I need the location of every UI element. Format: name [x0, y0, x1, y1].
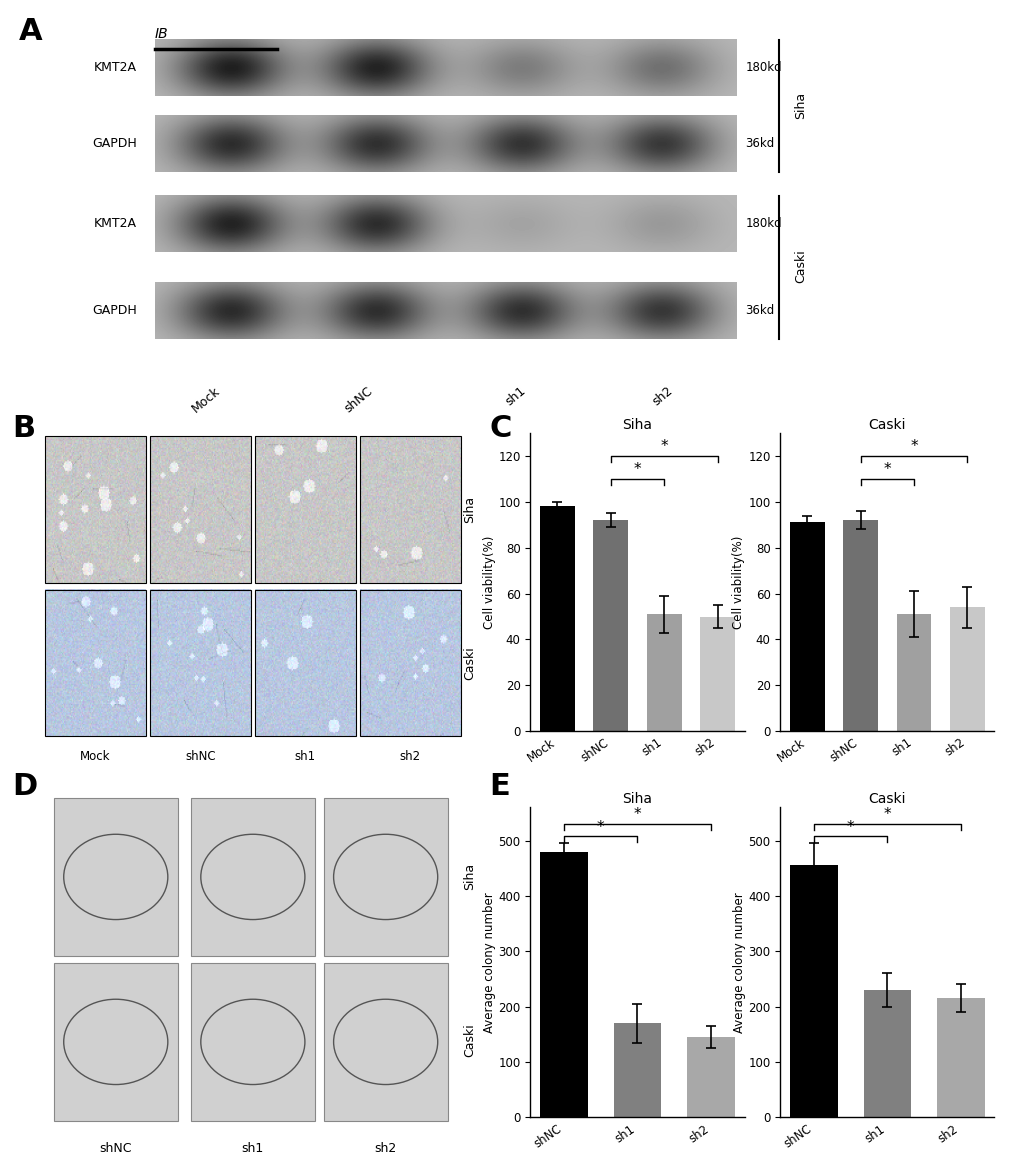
Title: Siha: Siha: [622, 418, 652, 432]
Bar: [540, 507, 575, 731]
Text: *: *: [882, 462, 891, 477]
Text: 180kd: 180kd: [745, 218, 782, 230]
Text: Mock: Mock: [189, 384, 222, 415]
Bar: [687, 1037, 734, 1117]
Bar: [360, 436, 461, 583]
Text: *: *: [633, 807, 641, 823]
Text: *: *: [882, 807, 891, 823]
Bar: [790, 522, 824, 731]
Text: Siha: Siha: [463, 496, 475, 523]
Bar: [699, 617, 734, 731]
Text: sh2: sh2: [374, 1142, 396, 1155]
Bar: [255, 436, 356, 583]
Text: *: *: [659, 440, 667, 454]
Bar: [540, 852, 587, 1117]
Bar: [54, 963, 177, 1121]
Text: Siha: Siha: [794, 91, 807, 118]
Text: Caski: Caski: [794, 249, 807, 283]
Text: *: *: [633, 462, 641, 477]
Text: *: *: [846, 819, 854, 834]
Text: 36kd: 36kd: [745, 304, 774, 317]
Bar: [593, 521, 628, 731]
Bar: [843, 521, 877, 731]
Text: Caski: Caski: [463, 1024, 475, 1057]
Title: Siha: Siha: [622, 792, 652, 806]
Bar: [54, 798, 177, 956]
Text: sh1: sh1: [294, 750, 316, 763]
Text: D: D: [12, 772, 38, 801]
Text: GAPDH: GAPDH: [92, 138, 137, 151]
Text: Caski: Caski: [463, 646, 475, 680]
Bar: [896, 614, 930, 731]
Text: 36kd: 36kd: [745, 138, 774, 151]
Bar: [949, 607, 983, 731]
Bar: [45, 590, 146, 736]
Bar: [323, 798, 447, 956]
Bar: [936, 998, 983, 1117]
Bar: [790, 866, 837, 1117]
Bar: [360, 590, 461, 736]
Text: A: A: [18, 18, 42, 47]
Y-axis label: Cell viability(%): Cell viability(%): [732, 536, 745, 628]
Bar: [255, 590, 356, 736]
Bar: [323, 963, 447, 1121]
Text: Siha: Siha: [463, 863, 475, 890]
Bar: [613, 1024, 660, 1117]
Y-axis label: Cell viability(%): Cell viability(%): [482, 536, 495, 628]
Bar: [45, 436, 146, 583]
Text: *: *: [596, 819, 604, 834]
Text: IB: IB: [155, 27, 168, 41]
Bar: [191, 798, 315, 956]
Text: 180kd: 180kd: [745, 61, 782, 75]
Text: shNC: shNC: [100, 1142, 131, 1155]
Title: Caski: Caski: [868, 792, 905, 806]
Text: *: *: [909, 440, 917, 454]
Text: C: C: [489, 414, 512, 443]
Bar: [191, 963, 315, 1121]
Text: sh2: sh2: [649, 384, 675, 408]
Text: shNC: shNC: [184, 750, 215, 763]
Text: sh2: sh2: [399, 750, 421, 763]
Title: Caski: Caski: [868, 418, 905, 432]
Text: KMT2A: KMT2A: [94, 61, 137, 75]
Text: sh1: sh1: [502, 384, 528, 408]
Y-axis label: Average colony number: Average colony number: [482, 892, 495, 1033]
Bar: [150, 590, 251, 736]
Text: KMT2A: KMT2A: [94, 218, 137, 230]
Bar: [863, 990, 910, 1117]
Bar: [646, 614, 681, 731]
Text: Mock: Mock: [81, 750, 111, 763]
Text: shNC: shNC: [341, 384, 375, 415]
Text: GAPDH: GAPDH: [92, 304, 137, 317]
Y-axis label: Average colony number: Average colony number: [732, 892, 745, 1033]
Bar: [150, 436, 251, 583]
Text: B: B: [12, 414, 36, 443]
Text: sh1: sh1: [242, 1142, 264, 1155]
Text: E: E: [489, 772, 510, 801]
